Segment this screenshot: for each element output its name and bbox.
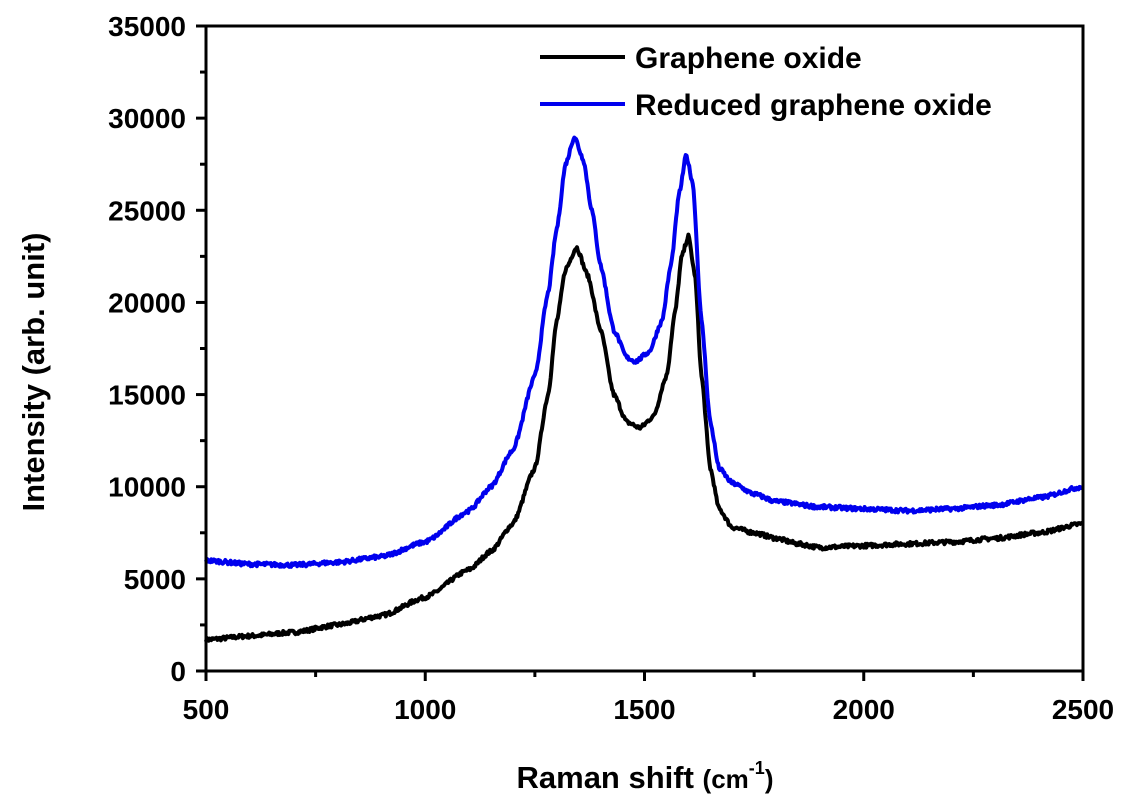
x-axis-unit-sup: -1 [749,758,765,778]
legend-label-rgo: Reduced graphene oxide [635,89,992,122]
x-tick-label: 500 [183,694,230,725]
x-tick-label: 1500 [613,694,675,725]
x-tick-label: 2000 [833,694,895,725]
series-layer [204,135,1085,643]
y-tick-label: 20000 [108,287,186,318]
legend: Graphene oxide Reduced graphene oxide [540,42,992,122]
x-axis-unit-close: ) [765,764,774,794]
series-line-reduced-graphene-oxide [204,135,1085,569]
y-tick-label: 30000 [108,103,186,134]
y-tick-label: 10000 [108,472,186,503]
x-axis-unit: (cm [703,764,749,794]
y-tick-label: 35000 [108,11,186,42]
y-axis-label: Intensity (arb. unit) [16,233,51,512]
y-tick-label: 5000 [124,564,186,595]
legend-label-go: Graphene oxide [635,42,862,75]
x-axis-label-main: Raman shift [517,760,694,795]
y-tick-label: 25000 [108,195,186,226]
ticks: 500 1000 1500 2000 2500050001000015000200002… [108,11,1114,725]
plot-frame [204,24,1085,673]
y-tick-label: 15000 [108,380,186,411]
y-tick-label: 0 [170,656,186,687]
x-tick-label: 1000 [394,694,456,725]
series-line-graphene-oxide [204,232,1085,643]
x-axis-label: Raman shift (cm-1) [517,758,774,795]
x-tick-label: 2500 [1052,694,1114,725]
